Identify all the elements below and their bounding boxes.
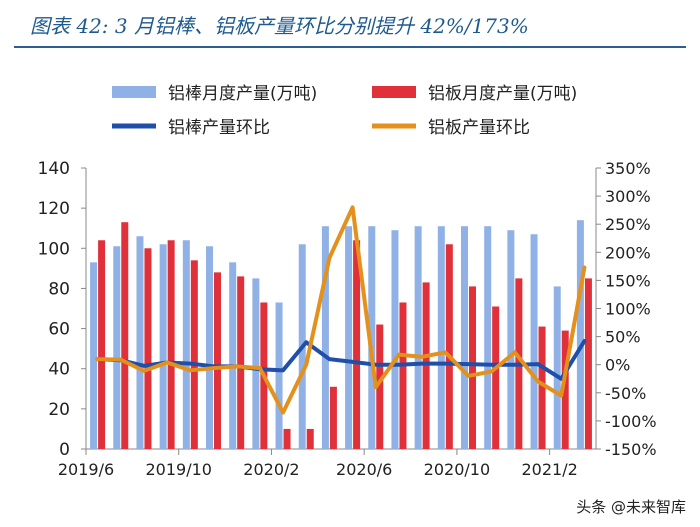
plate-bar <box>98 240 106 449</box>
rod-bar <box>182 240 190 449</box>
plate-bar <box>167 240 175 449</box>
rod-bar <box>530 234 538 449</box>
right-tick-label: 200% <box>605 243 651 262</box>
watermark: 头条 @未来智库 <box>576 498 686 516</box>
plate-bar <box>538 326 546 449</box>
plate-bar <box>376 324 384 449</box>
chart-title: 图表 42: 3 月铝棒、铝板产量环比分别提升 42%/173% <box>30 14 529 38</box>
left-tick-label: 80 <box>48 279 70 299</box>
plate-bar <box>422 282 430 449</box>
legend-plate-bar-label: 铝板月度产量(万吨) <box>428 84 577 104</box>
rod-mom-line <box>95 339 587 381</box>
rod-bar <box>461 226 468 449</box>
plate-bar <box>561 330 569 449</box>
right-tick-label: -100% <box>605 412 657 431</box>
left-tick-label: 60 <box>48 320 70 340</box>
right-tick-label: 100% <box>605 300 651 319</box>
rod-bar <box>229 262 237 449</box>
rod-bar <box>391 230 399 449</box>
right-tick-label: 350% <box>605 159 651 178</box>
left-tick-label: 120 <box>38 199 70 219</box>
x-tick-label: 2021/2 <box>521 460 577 479</box>
rod-bar <box>576 220 584 449</box>
rod-bar <box>252 278 260 449</box>
rod-bar <box>275 302 283 449</box>
left-tick-label: 140 <box>38 159 70 179</box>
rod-bar <box>368 226 376 449</box>
rod-bar <box>484 226 492 449</box>
plate-bar <box>306 428 314 449</box>
plate-bar <box>329 386 337 449</box>
rod-bar <box>113 246 121 449</box>
plate-bar <box>190 260 198 449</box>
rod-bar <box>321 226 329 449</box>
plate-bar <box>237 276 245 449</box>
x-tick-label: 2020/10 <box>424 460 490 479</box>
right-tick-label: 0% <box>605 356 630 375</box>
x-tick-label: 2020/2 <box>243 460 299 479</box>
legend-plate-bar-swatch <box>372 86 416 98</box>
x-tick-label: 2020/6 <box>336 460 392 479</box>
plate-bar <box>283 428 291 449</box>
rod-bar <box>136 236 144 449</box>
plate-bar <box>584 278 592 449</box>
plate-bar <box>469 286 476 449</box>
plate-bar <box>121 222 129 449</box>
right-tick-label: 150% <box>605 271 651 290</box>
rod-bar <box>345 226 353 449</box>
rod-bar <box>159 244 167 449</box>
right-tick-label: -150% <box>605 440 657 459</box>
title-rule <box>14 46 686 48</box>
rod-bar <box>90 262 98 449</box>
plate-bar <box>353 240 361 449</box>
rod-bar <box>437 226 445 449</box>
plate-mom-line <box>95 205 587 415</box>
left-tick-label: 40 <box>48 360 70 380</box>
x-tick-label: 2019/10 <box>145 460 211 479</box>
plate-bar <box>445 244 453 449</box>
rod-bar <box>553 286 561 449</box>
plate-bar <box>492 306 500 449</box>
right-tick-label: 300% <box>605 187 651 206</box>
plate-bar <box>144 248 152 449</box>
right-tick-label: 50% <box>605 328 641 347</box>
legend-rod-bar-swatch <box>112 86 156 98</box>
legend-rod-bar-label: 铝棒月度产量(万吨) <box>168 84 317 104</box>
left-tick-label: 100 <box>38 239 70 259</box>
plate-bar <box>399 302 407 449</box>
x-tick-label: 2019/6 <box>58 460 114 479</box>
legend-plate-line-label: 铝板产量环比 <box>428 118 530 138</box>
plate-bar <box>214 272 221 449</box>
rod-bar <box>414 226 422 449</box>
left-tick-label: 0 <box>59 440 70 460</box>
right-tick-label: 250% <box>605 215 651 234</box>
legend-rod-line-label: 铝棒产量环比 <box>168 118 270 138</box>
rod-bar <box>206 246 213 449</box>
right-tick-label: -50% <box>605 384 646 403</box>
rod-bar <box>507 230 515 449</box>
left-tick-label: 20 <box>48 400 70 420</box>
